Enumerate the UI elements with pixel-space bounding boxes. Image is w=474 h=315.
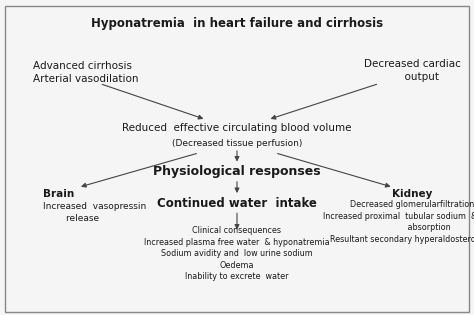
Text: Clinical consequences
Increased plasma free water  & hyponatremia
Sodium avidity: Clinical consequences Increased plasma f… <box>144 226 330 281</box>
Text: Kidney: Kidney <box>392 189 433 199</box>
Text: Decreased glomerularfiltration
Increased proximal  tubular sodium  & water
     : Decreased glomerularfiltration Increased… <box>322 200 474 244</box>
Text: (Decreased tissue perfusion): (Decreased tissue perfusion) <box>172 139 302 148</box>
Text: Physiological responses: Physiological responses <box>153 165 321 178</box>
Text: Brain: Brain <box>43 189 74 199</box>
Text: Decreased cardiac
      output: Decreased cardiac output <box>364 60 461 82</box>
Text: Continued water  intake: Continued water intake <box>157 197 317 210</box>
Text: Reduced  effective circulating blood volume: Reduced effective circulating blood volu… <box>122 123 352 133</box>
Text: Increased  vasopressin
        release: Increased vasopressin release <box>43 203 146 223</box>
Text: Hyponatremia  in heart failure and cirrhosis: Hyponatremia in heart failure and cirrho… <box>91 17 383 30</box>
Text: Advanced cirrhosis
Arterial vasodilation: Advanced cirrhosis Arterial vasodilation <box>33 61 139 84</box>
